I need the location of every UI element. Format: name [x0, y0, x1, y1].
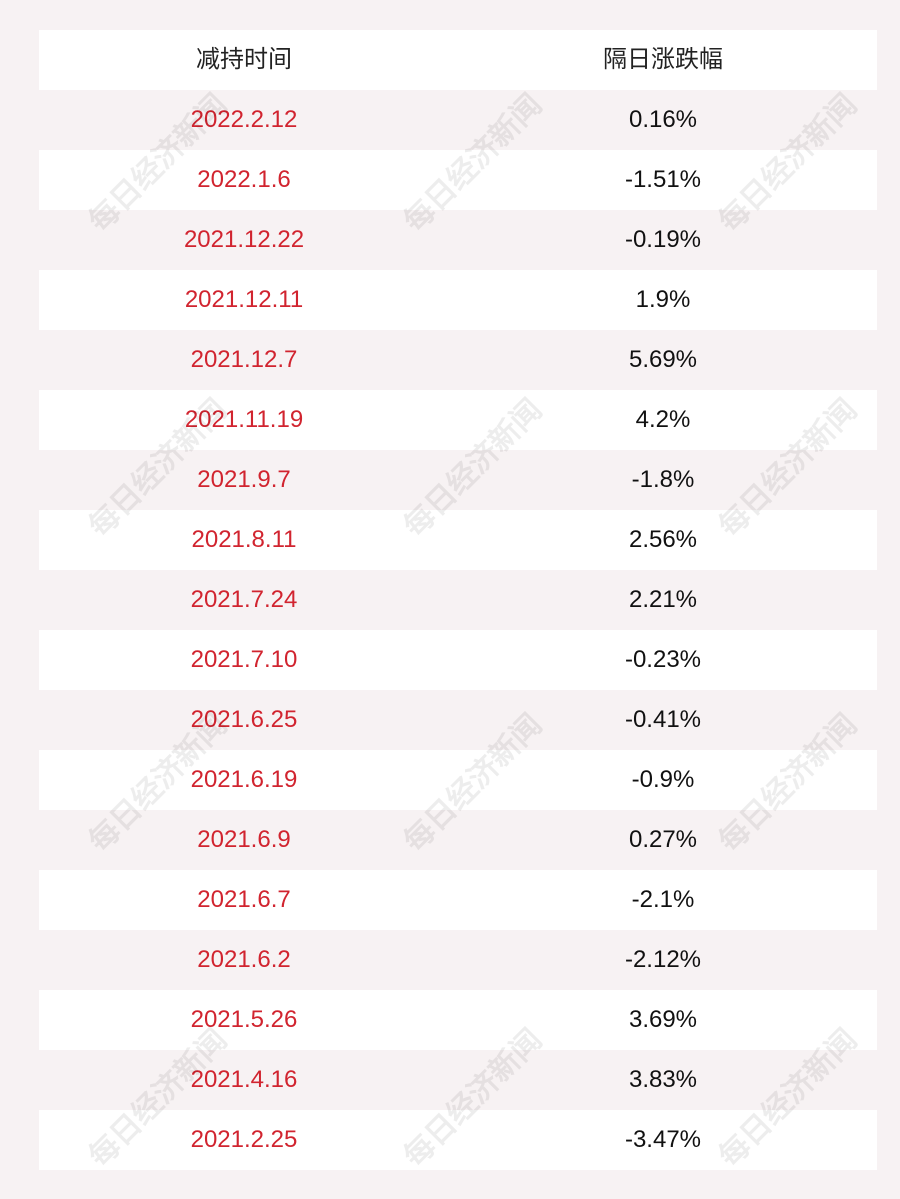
change-cell: 1.9%	[635, 286, 691, 313]
date-cell: 2021.12.22	[183, 226, 305, 253]
date-cell: 2021.11.19	[184, 406, 304, 433]
change-cell: -0.41%	[624, 706, 702, 733]
table-body: 2022.2.12 0.16% 2022.1.6 -1.51% 2021.12.22 -0…	[39, 90, 877, 1170]
change-cell: -1.8%	[631, 466, 695, 493]
table-header: 减持时间 隔日涨跌幅	[39, 30, 877, 90]
change-cell: 3.83%	[628, 1066, 698, 1093]
date-cell: 2021.7.10	[190, 646, 298, 673]
table-row: 2021.7.10 -0.23%	[39, 630, 877, 690]
table-row: 2021.6.9 0.27%	[39, 810, 877, 870]
table-row: 2022.1.6 -1.51%	[39, 150, 877, 210]
table-row: 2022.2.12 0.16%	[39, 90, 877, 150]
table-row: 2021.4.16 3.83%	[39, 1050, 877, 1110]
change-cell: 2.56%	[628, 526, 698, 553]
date-cell: 2021.6.7	[197, 886, 291, 913]
table-row: 2021.5.26 3.69%	[39, 990, 877, 1050]
table-row: 2021.8.11 2.56%	[39, 510, 877, 570]
change-cell: -0.23%	[624, 646, 702, 673]
date-cell: 2021.5.26	[190, 1006, 298, 1033]
table-row: 2021.6.19 -0.9%	[39, 750, 877, 810]
data-table: 减持时间 隔日涨跌幅 2022.2.12 0.16% 2022.1.6 -1.51% 2…	[39, 30, 877, 1170]
change-cell: 3.69%	[628, 1006, 698, 1033]
change-cell: -0.9%	[631, 766, 695, 793]
change-cell: -2.12%	[624, 946, 702, 973]
date-cell: 2021.7.24	[190, 586, 298, 613]
date-cell: 2021.6.9	[197, 826, 291, 853]
change-cell: -3.47%	[624, 1126, 702, 1153]
header-date: 减持时间	[196, 46, 292, 73]
date-cell: 2021.6.2	[197, 946, 291, 973]
change-cell: 0.16%	[628, 106, 698, 133]
change-cell: 5.69%	[628, 346, 698, 373]
table-row: 2021.6.25 -0.41%	[39, 690, 877, 750]
date-cell: 2021.12.7	[190, 346, 298, 373]
date-cell: 2021.6.25	[190, 706, 298, 733]
change-cell: -0.19%	[624, 226, 702, 253]
table-row: 2021.12.7 5.69%	[39, 330, 877, 390]
table-row: 2021.2.25 -3.47%	[39, 1110, 877, 1170]
table-row: 2021.6.7 -2.1%	[39, 870, 877, 930]
date-cell: 2021.2.25	[190, 1126, 298, 1153]
header-change: 隔日涨跌幅	[603, 46, 723, 73]
date-cell: 2021.4.16	[190, 1066, 298, 1093]
table-row: 2021.12.11 1.9%	[39, 270, 877, 330]
change-cell: 2.21%	[628, 586, 698, 613]
date-cell: 2021.9.7	[197, 466, 291, 493]
change-cell: 4.2%	[635, 406, 691, 433]
date-cell: 2021.12.11	[184, 286, 304, 313]
table-row: 2021.12.22 -0.19%	[39, 210, 877, 270]
date-cell: 2021.8.11	[191, 526, 297, 553]
date-cell: 2022.2.12	[190, 106, 298, 133]
date-cell: 2021.6.19	[190, 766, 298, 793]
table-row: 2021.9.7 -1.8%	[39, 450, 877, 510]
change-cell: -1.51%	[624, 166, 702, 193]
table-row: 2021.6.2 -2.12%	[39, 930, 877, 990]
change-cell: -2.1%	[631, 886, 695, 913]
table-row: 2021.11.19 4.2%	[39, 390, 877, 450]
change-cell: 0.27%	[628, 826, 698, 853]
date-cell: 2022.1.6	[197, 166, 291, 193]
table-row: 2021.7.24 2.21%	[39, 570, 877, 630]
